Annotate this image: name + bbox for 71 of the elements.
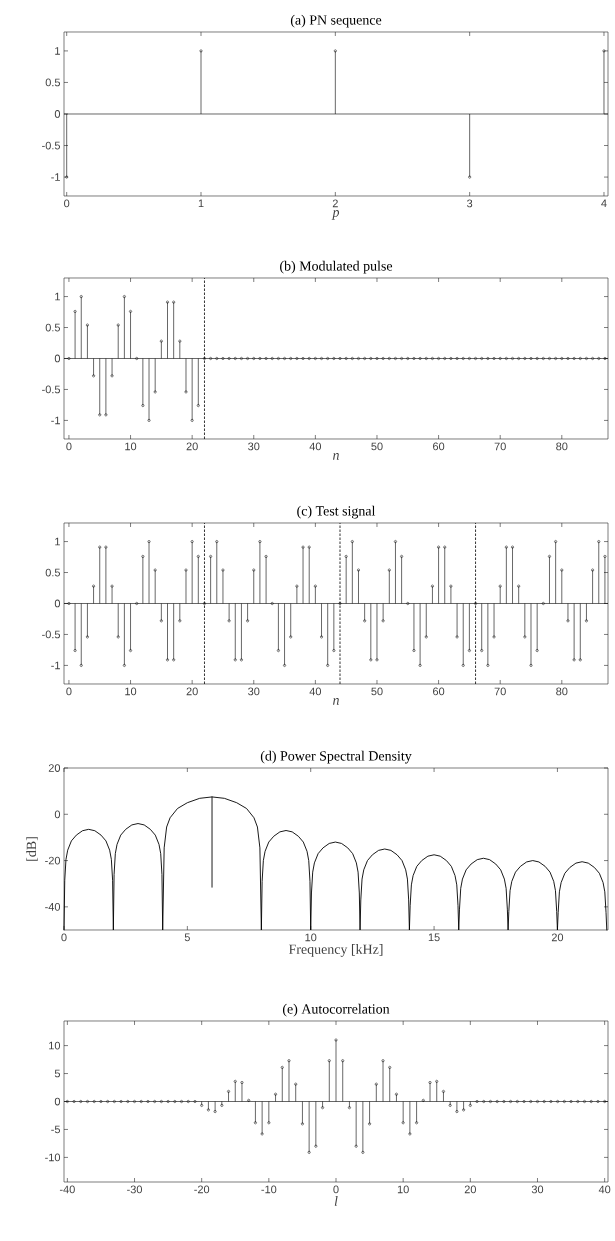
x-tick-label: 20 [186,687,198,696]
y-tick-label: -0.5 [42,385,61,394]
x-axis-title: Frequency [kHz] [288,944,383,957]
x-tick-label: 0 [333,1185,339,1194]
x-tick-label: -10 [261,1185,277,1194]
x-tick-label: 40 [309,687,322,696]
x-tick-label: 80 [556,687,568,696]
x-tick-label: 10 [305,933,317,942]
x-tick-label: 0 [61,933,67,942]
x-axis-title: n [333,453,339,460]
y-tick-label: 1 [55,292,60,301]
y-tick-label: -1 [51,416,60,425]
y-tick-label: -0.5 [42,630,61,639]
x-tick-label: -20 [194,1185,210,1194]
x-tick-label: 15 [428,933,440,942]
y-tick-label: -5 [51,1125,61,1134]
x-axis-title: p [331,210,340,220]
x-tick-label: 30 [248,687,260,696]
x-tick-label: 40 [309,442,322,451]
x-tick-label: 4 [601,199,607,208]
y-tick-label: 20 [48,764,61,772]
x-tick-label: 10 [125,442,137,451]
y-tick-label: 10 [49,1041,61,1050]
x-tick-label: 10 [397,1185,409,1194]
x-tick-label: 3 [467,199,473,208]
y-axis-title: [dB] [26,837,38,861]
y-tick-label: 1 [55,537,60,546]
y-tick-label: 0.5 [45,323,61,332]
y-tick-label: 0 [54,810,61,819]
y-tick-label: -1 [51,661,60,670]
x-tick-label: 30 [248,442,260,451]
x-tick-label: 50 [371,687,383,696]
chart-title: (a) PN sequence [290,14,382,28]
chart-title: (b) Modulated pulse [280,260,393,274]
y-tick-label: -10 [45,1153,61,1162]
y-tick-label: 1 [55,47,60,55]
x-tick-label: 1 [198,199,204,208]
x-tick-label: 40 [598,1185,611,1194]
y-tick-label: 0.5 [45,78,61,87]
x-tick-label: 10 [125,687,137,696]
x-tick-label: 20 [464,1185,476,1194]
y-tick-label: 5 [54,1069,61,1078]
x-tick-label: 60 [433,442,445,451]
x-tick-label: 2 [332,199,338,208]
x-tick-label: 0 [66,442,72,451]
x-tick-label: 70 [494,687,506,696]
x-tick-label: 50 [371,442,383,451]
y-tick-label: -40 [45,902,61,911]
y-tick-label: -20 [45,856,61,865]
x-tick-label: 30 [531,1185,544,1194]
chart-title: (c) Test signal [297,505,376,519]
y-tick-label: -0.5 [42,141,61,150]
x-tick-label: 20 [551,933,564,942]
x-tick-label: 0 [64,199,70,208]
x-tick-label: 0 [66,687,72,696]
chart-title: (d) Power Spectral Density [260,750,412,764]
x-axis-title: n [333,698,339,705]
y-tick-label: -1 [51,173,60,181]
chart-title: (e) Autocorrelation [282,1003,390,1017]
y-tick-label: 0 [54,354,61,363]
x-tick-label: 20 [186,442,198,451]
y-tick-label: 0 [54,1097,61,1106]
y-tick-label: 0 [54,599,61,608]
y-tick-label: 0.5 [45,568,61,577]
x-axis-title: l [334,1196,338,1206]
x-tick-label: 70 [494,442,506,451]
x-tick-label: 80 [556,442,568,451]
x-tick-label: 5 [184,933,190,942]
y-tick-label: 0 [54,110,61,118]
x-tick-label: 60 [433,687,445,696]
x-tick-label: -30 [127,1185,142,1194]
